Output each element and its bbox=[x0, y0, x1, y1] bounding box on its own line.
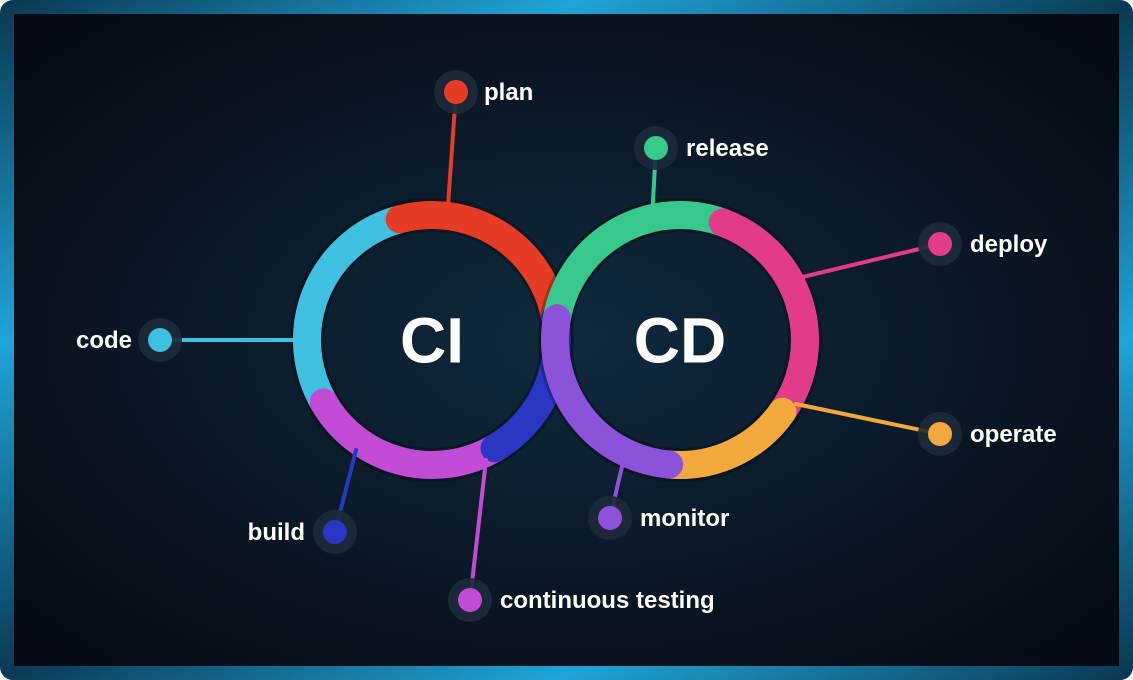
callout-dot-ct bbox=[458, 588, 482, 612]
callout-label-code: code bbox=[76, 327, 132, 354]
callout-dot-plan bbox=[444, 80, 468, 104]
cd-ring-label: CD bbox=[634, 304, 726, 376]
cicd-diagram: CI CD plan code build continuous testing relea… bbox=[0, 0, 1133, 680]
callout-label-operate: operate bbox=[970, 421, 1057, 448]
callout-dot-code bbox=[148, 328, 172, 352]
callout-label-monitor: monitor bbox=[640, 505, 729, 532]
ci-ring-label: CI bbox=[400, 304, 464, 376]
callout-dot-build bbox=[323, 520, 347, 544]
callout-dot-monitor bbox=[598, 506, 622, 530]
callout-label-ct: continuous testing bbox=[500, 587, 715, 614]
callout-dot-operate bbox=[928, 422, 952, 446]
callout-dot-release bbox=[644, 136, 668, 160]
callout-label-deploy: deploy bbox=[970, 231, 1048, 258]
callout-label-plan: plan bbox=[484, 79, 533, 106]
callout-label-release: release bbox=[686, 135, 769, 162]
callout-dot-deploy bbox=[928, 232, 952, 256]
callout-label-build: build bbox=[248, 519, 305, 546]
